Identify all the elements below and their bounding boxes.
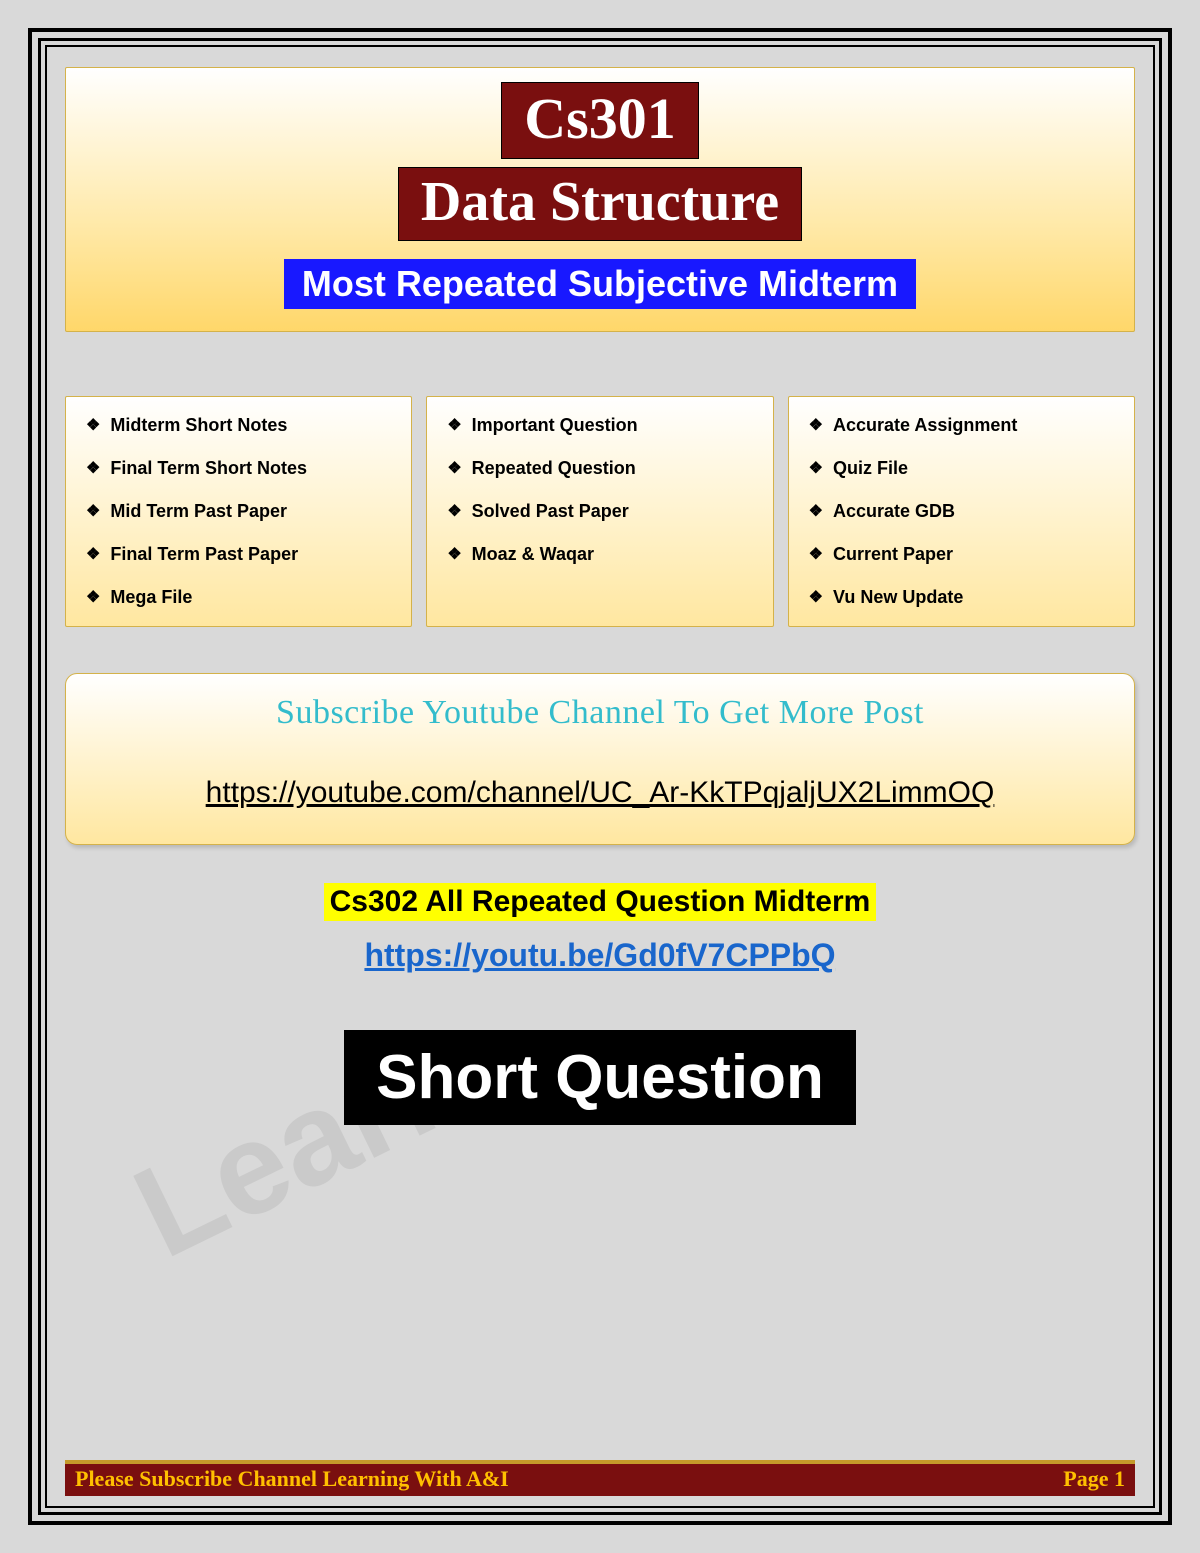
bullet-icon: ❖ (809, 418, 823, 434)
list-item: ❖ Moaz & Waqar (447, 544, 760, 565)
promo-link[interactable]: https://youtu.be/Gd0fV7CPPbQ (364, 937, 835, 974)
subscribe-title: Subscribe Youtube Channel To Get More Po… (90, 694, 1110, 732)
item-label: Mega File (110, 587, 192, 608)
item-label: Current Paper (833, 544, 953, 565)
topics-col-3: ❖ Accurate Assignment ❖ Quiz File ❖ Accurat… (788, 396, 1135, 627)
list-item: ❖ Midterm Short Notes (86, 415, 399, 436)
topics-col-1: ❖ Midterm Short Notes ❖ Final Term Short N… (65, 396, 412, 627)
item-label: Moaz & Waqar (472, 544, 594, 565)
outer-border: Cs301 Data Structure Most Repeated Subje… (28, 28, 1172, 1525)
topics-col-2: ❖ Important Question ❖ Repeated Question ❖… (426, 396, 773, 627)
bullet-icon: ❖ (809, 547, 823, 563)
bullet-icon: ❖ (86, 504, 100, 520)
channel-link[interactable]: https://youtube.com/channel/UC_Ar-KkTPqj… (206, 776, 995, 809)
list-item: ❖ Final Term Past Paper (86, 544, 399, 565)
list-item: ❖ Mega File (86, 587, 399, 608)
list-item: ❖ Accurate Assignment (809, 415, 1122, 436)
item-label: Mid Term Past Paper (110, 501, 287, 522)
item-label: Vu New Update (833, 587, 963, 608)
item-label: Accurate GDB (833, 501, 955, 522)
page-content: Cs301 Data Structure Most Repeated Subje… (45, 45, 1155, 1508)
bullet-icon: ❖ (447, 461, 461, 477)
promo-highlight: Cs302 All Repeated Question Midterm (324, 883, 877, 921)
item-label: Important Question (472, 415, 638, 436)
bullet-icon: ❖ (86, 590, 100, 606)
bullet-icon: ❖ (86, 547, 100, 563)
list-item: ❖ Final Term Short Notes (86, 458, 399, 479)
item-label: Repeated Question (472, 458, 636, 479)
header-box: Cs301 Data Structure Most Repeated Subje… (65, 67, 1135, 332)
mid-border: Cs301 Data Structure Most Repeated Subje… (38, 38, 1162, 1515)
course-name: Data Structure (398, 167, 802, 241)
bullet-icon: ❖ (86, 418, 100, 434)
list-item: ❖ Accurate GDB (809, 501, 1122, 522)
section-title: Short Question (344, 1030, 856, 1125)
footer-bar: Please Subscribe Channel Learning With A… (65, 1460, 1135, 1496)
course-code: Cs301 (501, 82, 698, 159)
subtitle-band: Most Repeated Subjective Midterm (284, 259, 916, 309)
item-label: Quiz File (833, 458, 908, 479)
list-item: ❖ Solved Past Paper (447, 501, 760, 522)
item-label: Final Term Past Paper (110, 544, 298, 565)
topics-row: ❖ Midterm Short Notes ❖ Final Term Short N… (65, 396, 1135, 627)
list-item: ❖ Current Paper (809, 544, 1122, 565)
item-label: Midterm Short Notes (110, 415, 287, 436)
promo-block: Cs302 All Repeated Question Midterm http… (65, 883, 1135, 1125)
bullet-icon: ❖ (447, 418, 461, 434)
list-item: ❖ Repeated Question (447, 458, 760, 479)
footer-right: Page 1 (1063, 1466, 1125, 1492)
bullet-icon: ❖ (86, 461, 100, 477)
bullet-icon: ❖ (809, 504, 823, 520)
subscribe-box: Subscribe Youtube Channel To Get More Po… (65, 673, 1135, 845)
list-item: ❖ Important Question (447, 415, 760, 436)
item-label: Final Term Short Notes (110, 458, 307, 479)
list-item: ❖ Quiz File (809, 458, 1122, 479)
item-label: Solved Past Paper (472, 501, 629, 522)
list-item: ❖ Mid Term Past Paper (86, 501, 399, 522)
item-label: Accurate Assignment (833, 415, 1017, 436)
list-item: ❖ Vu New Update (809, 587, 1122, 608)
bullet-icon: ❖ (447, 504, 461, 520)
bullet-icon: ❖ (809, 590, 823, 606)
bullet-icon: ❖ (447, 547, 461, 563)
footer-left: Please Subscribe Channel Learning With A… (75, 1466, 509, 1492)
bullet-icon: ❖ (809, 461, 823, 477)
